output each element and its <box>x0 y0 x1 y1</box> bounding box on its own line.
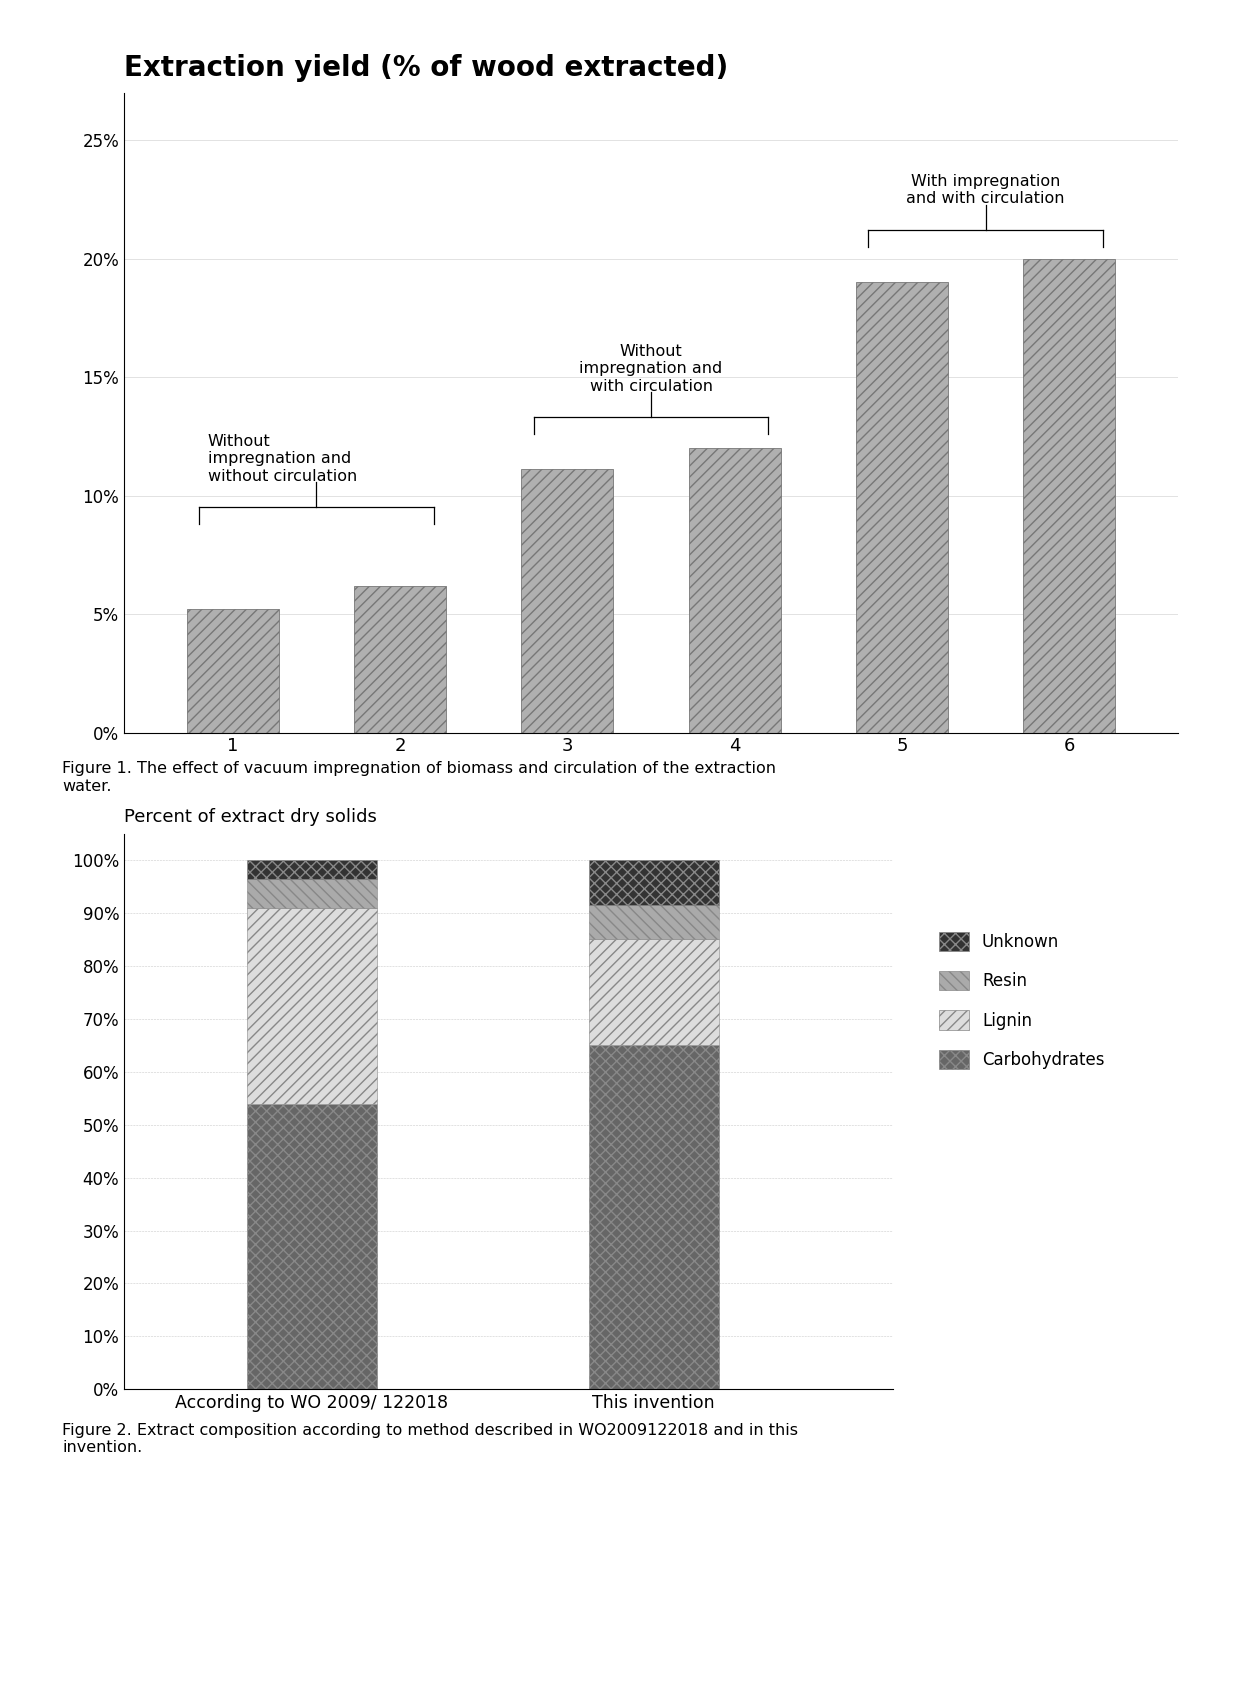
Bar <box>589 1046 718 1389</box>
Bar <box>247 908 377 1103</box>
Bar <box>247 861 377 879</box>
Bar <box>688 448 781 733</box>
Text: Figure 2. Extract composition according to method described in WO2009122018 and : Figure 2. Extract composition according … <box>62 1423 799 1455</box>
Bar <box>355 586 446 733</box>
Text: With impregnation
and with circulation: With impregnation and with circulation <box>906 173 1065 207</box>
Bar <box>187 610 279 733</box>
Text: Figure 1. The effect of vacuum impregnation of biomass and circulation of the ex: Figure 1. The effect of vacuum impregnat… <box>62 761 776 793</box>
Bar <box>589 940 718 1046</box>
Bar <box>247 879 377 908</box>
Bar <box>1023 259 1115 733</box>
Bar <box>589 904 718 940</box>
Legend: Unknown, Resin, Lignin, Carbohydrates: Unknown, Resin, Lignin, Carbohydrates <box>932 925 1111 1076</box>
Text: Extraction yield (% of wood extracted): Extraction yield (% of wood extracted) <box>124 54 728 83</box>
Bar <box>589 861 718 904</box>
Bar <box>247 1103 377 1389</box>
Bar <box>856 283 947 733</box>
Text: Without
impregnation and
without circulation: Without impregnation and without circula… <box>207 434 357 483</box>
Text: Percent of extract dry solids: Percent of extract dry solids <box>124 808 377 827</box>
Bar <box>521 470 614 733</box>
Text: Without
impregnation and
with circulation: Without impregnation and with circulatio… <box>579 344 723 394</box>
